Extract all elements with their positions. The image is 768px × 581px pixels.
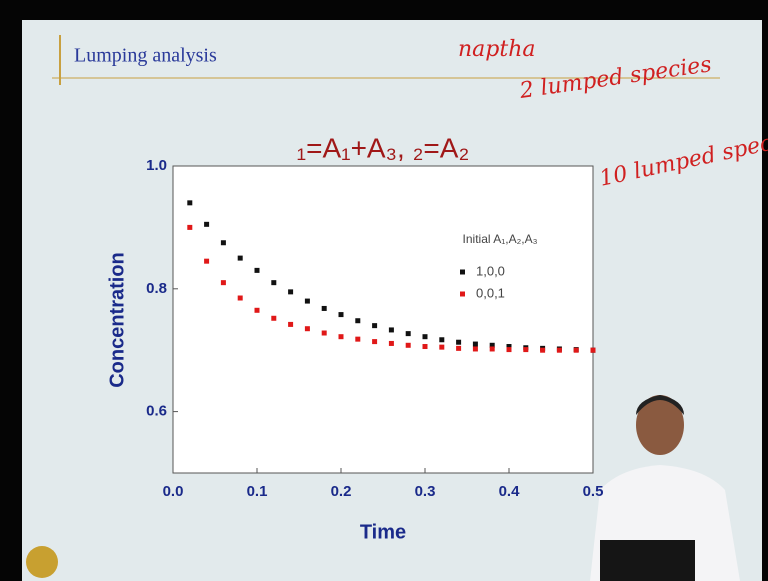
- data-point: [220, 280, 226, 286]
- data-point: [506, 347, 512, 353]
- data-point: [422, 334, 428, 340]
- data-point: [405, 342, 411, 348]
- data-point: [489, 346, 495, 352]
- data-point: [506, 344, 512, 350]
- legend-marker: [460, 291, 465, 297]
- data-point: [338, 312, 344, 318]
- x-tick-label: 0.1: [247, 483, 268, 500]
- data-point: [204, 221, 210, 227]
- data-point: [271, 315, 277, 321]
- legend-title: Initial A₁,A₂,A₃: [463, 232, 538, 246]
- x-tick-label: 0.0: [163, 483, 184, 500]
- y-tick-label: 0.8: [146, 280, 167, 297]
- data-point: [540, 347, 546, 353]
- data-point: [573, 347, 579, 353]
- x-tick-label: 0.2: [331, 483, 352, 500]
- data-point: [355, 336, 361, 342]
- x-tick-label: 0.5: [583, 483, 604, 500]
- y-tick-label: 0.6: [146, 403, 167, 420]
- data-point: [220, 240, 226, 246]
- data-point: [439, 337, 445, 343]
- data-point: [355, 318, 361, 324]
- logo: [26, 546, 58, 578]
- data-point: [590, 347, 596, 353]
- data-point: [422, 344, 428, 350]
- data-point: [304, 326, 310, 332]
- data-point: [439, 344, 445, 350]
- data-point: [288, 321, 294, 327]
- x-tick-label: 0.3: [415, 483, 436, 500]
- data-point: [456, 339, 462, 345]
- data-point: [237, 295, 243, 301]
- legend-label: 1,0,0: [476, 263, 505, 278]
- x-axis-label: Time: [360, 521, 406, 543]
- legend-marker: [460, 269, 465, 275]
- data-point: [338, 334, 344, 340]
- data-point: [388, 327, 394, 333]
- data-point: [388, 340, 394, 346]
- data-point: [187, 224, 193, 230]
- data-point: [254, 267, 260, 273]
- data-point: [321, 330, 327, 336]
- presenter: [590, 395, 740, 581]
- data-point: [237, 255, 243, 261]
- legend-label: 0,0,1: [476, 285, 505, 300]
- handwritten-note: naptha: [458, 37, 536, 62]
- y-tick-label: 1.0: [146, 157, 167, 174]
- data-point: [372, 323, 378, 329]
- y-axis-label: Concentration: [106, 252, 128, 388]
- data-point: [472, 341, 478, 347]
- x-tick-label: 0.4: [499, 483, 521, 500]
- data-point: [288, 289, 294, 295]
- plot-area: [172, 165, 594, 474]
- data-point: [304, 298, 310, 304]
- chart-title: ₁=A₁+A₃, ₂=A₂: [297, 132, 470, 163]
- data-point: [372, 339, 378, 345]
- data-point: [523, 347, 529, 353]
- data-point: [204, 258, 210, 264]
- data-point: [556, 347, 562, 353]
- slide-title: Lumping analysis: [74, 45, 217, 67]
- data-point: [187, 200, 193, 206]
- data-point: [472, 346, 478, 352]
- data-point: [321, 305, 327, 311]
- data-point: [254, 307, 260, 313]
- data-point: [456, 345, 462, 351]
- data-point: [405, 331, 411, 337]
- data-point: [489, 342, 495, 348]
- data-point: [271, 280, 277, 286]
